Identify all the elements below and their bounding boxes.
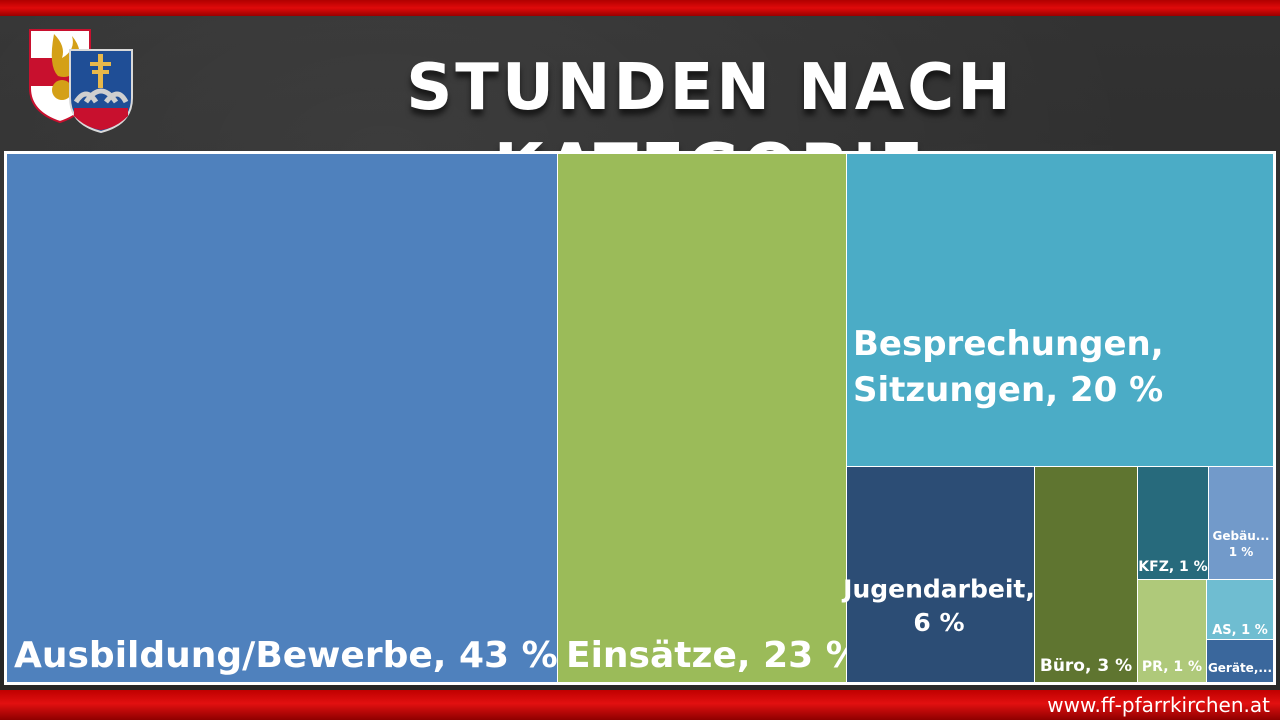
treemap-label-ausbildung-bewerbe: Ausbildung/Bewerbe, 43 % bbox=[14, 635, 558, 676]
treemap-tile-as bbox=[1207, 580, 1273, 639]
treemap-svg: Ausbildung/Bewerbe, 43 % Einsätze, 23 % Be… bbox=[7, 154, 1273, 682]
treemap-tile-einsätze bbox=[558, 154, 846, 682]
bottom-red-bar bbox=[0, 690, 1280, 720]
treemap-label-jugendarbeit: Jugendarbeit, 6 % bbox=[841, 574, 1035, 637]
treemap-tile-besprechungen-sitzungen bbox=[847, 154, 1273, 466]
treemap-tile-pr bbox=[1138, 580, 1206, 682]
treemap-label-as: AS, 1 % bbox=[1212, 623, 1268, 638]
website-url: www.ff-pfarrkirchen.at bbox=[1047, 693, 1270, 717]
treemap-tile-büro bbox=[1035, 467, 1137, 682]
treemap-label-kfz: KFZ, 1 % bbox=[1138, 559, 1207, 575]
top-red-bar bbox=[0, 0, 1280, 16]
treemap-chart: Ausbildung/Bewerbe, 43 % Einsätze, 23 % Be… bbox=[4, 151, 1276, 685]
treemap-label-besprechungen-sitzungen: Besprechungen, Sitzungen, 20 % bbox=[853, 324, 1164, 410]
treemap-label-geräte: Geräte,... bbox=[1208, 661, 1272, 675]
treemap-tile-ausbildung-bewerbe bbox=[7, 154, 557, 682]
treemap-tile-jugendarbeit bbox=[847, 467, 1034, 682]
page-title: STUNDEN NACH KATEGORIE bbox=[406, 51, 1014, 205]
treemap-label-gebäu: Gebäu... 1 % bbox=[1213, 529, 1270, 559]
treemap-label-einsätze: Einsätze, 23 % bbox=[566, 635, 862, 676]
treemap-label-pr: PR, 1 % bbox=[1142, 659, 1202, 675]
treemap-tile-kfz bbox=[1138, 467, 1208, 579]
treemap-tile-gebäu bbox=[1209, 467, 1273, 579]
treemap-label-büro: Büro, 3 % bbox=[1040, 656, 1132, 676]
treemap-tile-geräte bbox=[1207, 640, 1273, 682]
logos bbox=[26, 28, 136, 134]
coat-of-arms-icon bbox=[69, 49, 133, 134]
